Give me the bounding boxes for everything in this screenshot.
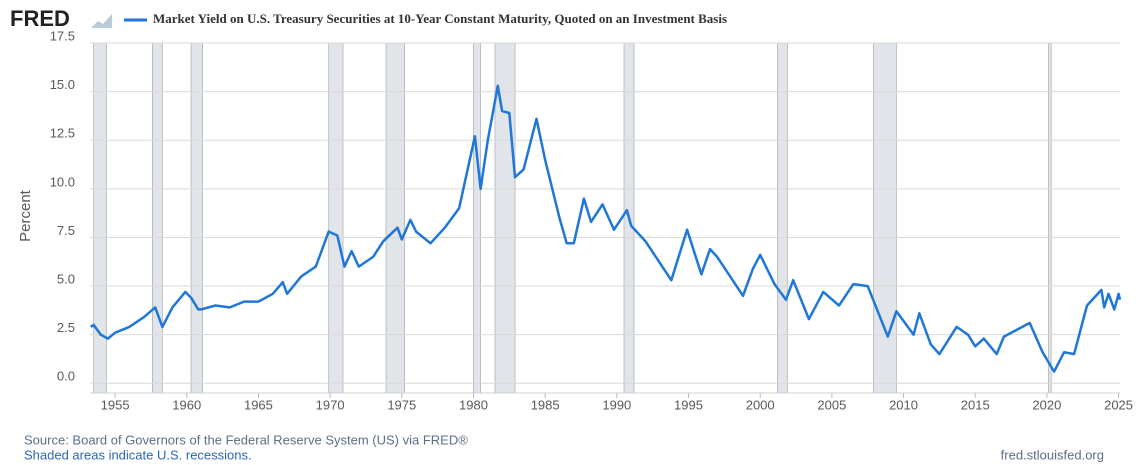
y-tick-label: 2.5 [57,320,75,335]
logo: FRED [10,6,70,31]
y-axis-label: Percent [17,189,34,242]
recession [93,42,107,394]
y-tick-label: 7.5 [57,223,75,238]
x-tick-label: 1990 [602,397,631,412]
x-tick-label: 2020 [1032,397,1061,412]
recession [328,42,344,394]
y-tick-label: 10.0 [50,174,75,189]
logo-icon [91,14,112,28]
recession [152,42,163,394]
legend-label: Market Yield on U.S. Treasury Securities… [153,11,727,26]
site: fred.stlouisfed.org [1001,447,1104,462]
source: Source: Board of Governors of the Federa… [24,432,468,447]
x-tick-label: 2000 [746,397,775,412]
x-tick-label: 1955 [101,397,130,412]
x-tick-label: 1985 [531,397,560,412]
x-tick-label: 2010 [889,397,918,412]
recession [473,42,481,394]
x-tick-label: 1975 [387,397,416,412]
x-tick-label: 2015 [961,397,990,412]
series-line [89,84,1122,373]
recession [494,42,516,394]
recession [385,42,406,394]
recession [873,42,897,394]
x-tick-label: 1970 [316,397,345,412]
x-tick-label: 2005 [817,397,846,412]
recession [1047,42,1052,394]
recession [190,42,203,394]
recession [777,42,788,394]
y-tick-label: 0.0 [57,369,75,384]
y-tick-label: 12.5 [50,126,75,141]
y-tick-label: 17.5 [50,28,75,43]
x-tick-label: 1960 [172,397,201,412]
x-tick-label: 1980 [459,397,488,412]
x-tick-label: 1965 [244,397,273,412]
x-tick-label: 2025 [1104,397,1133,412]
x-tick-label: 1995 [674,397,703,412]
y-tick-label: 15.0 [50,77,75,92]
note: Shaded areas indicate U.S. recessions. [24,447,252,462]
y-tick-label: 5.0 [57,271,75,286]
